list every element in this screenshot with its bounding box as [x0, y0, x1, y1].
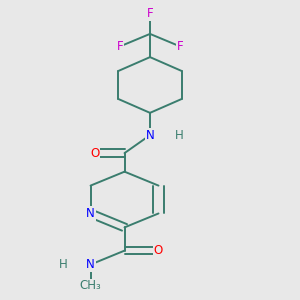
- Text: F: F: [147, 7, 153, 20]
- Text: O: O: [154, 244, 163, 257]
- Text: CH₃: CH₃: [80, 279, 101, 292]
- Text: N: N: [86, 207, 95, 220]
- Text: F: F: [117, 40, 124, 53]
- Text: O: O: [90, 147, 99, 160]
- Text: F: F: [176, 40, 183, 53]
- Text: N: N: [146, 129, 154, 142]
- Text: H: H: [58, 258, 67, 271]
- Text: H: H: [175, 129, 183, 142]
- Text: N: N: [86, 258, 95, 271]
